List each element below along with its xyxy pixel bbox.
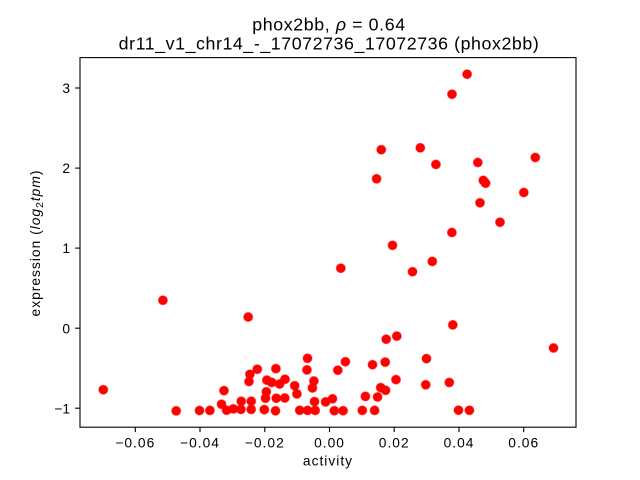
svg-text:0.04: 0.04 bbox=[444, 436, 475, 451]
svg-text:3: 3 bbox=[62, 81, 70, 96]
svg-text:activity: activity bbox=[303, 454, 353, 469]
svg-text:−0.02: −0.02 bbox=[245, 436, 285, 451]
svg-text:−0.04: −0.04 bbox=[180, 436, 220, 451]
svg-text:2: 2 bbox=[62, 161, 70, 176]
svg-text:expression (log2tpm): expression (log2tpm) bbox=[28, 170, 46, 317]
svg-text:dr11_v1_chr14_-_17072736_17072: dr11_v1_chr14_-_17072736_17072736 (phox2… bbox=[119, 34, 540, 55]
svg-text:0.00: 0.00 bbox=[314, 436, 345, 451]
svg-text:phox2bb, ρ = 0.64: phox2bb, ρ = 0.64 bbox=[252, 14, 405, 34]
svg-text:−0.06: −0.06 bbox=[115, 436, 155, 451]
svg-text:0: 0 bbox=[62, 321, 70, 336]
svg-text:1: 1 bbox=[62, 241, 70, 256]
svg-text:0.06: 0.06 bbox=[508, 436, 539, 451]
svg-text:0.02: 0.02 bbox=[379, 436, 410, 451]
svg-text:−1: −1 bbox=[54, 401, 70, 416]
